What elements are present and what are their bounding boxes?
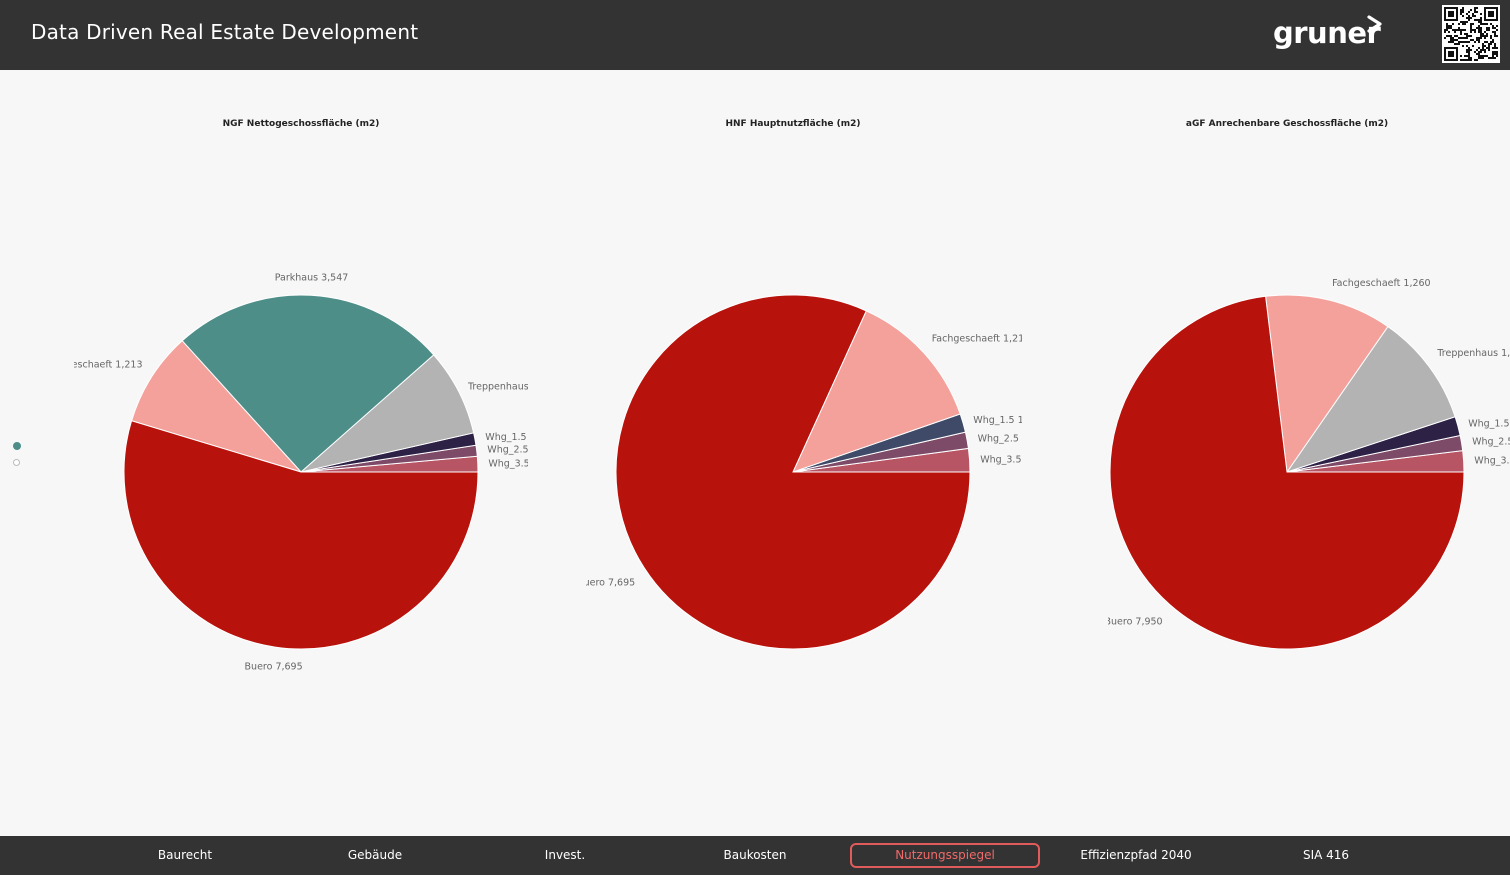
chart-title: NGF Nettogeschossfläche (m2) <box>223 119 380 129</box>
nav-baukosten[interactable]: Baukosten <box>723 848 787 862</box>
nav-invest[interactable]: Invest. <box>544 848 586 862</box>
slice-label: Whg_1.5 1! <box>1468 418 1510 429</box>
page-dot-2[interactable] <box>13 459 20 466</box>
pie-slice-fachgeschaeft[interactable] <box>1265 294 1389 474</box>
slice-label: Parkhaus 3,547 <box>275 273 349 284</box>
pie-slice-fachgeschaeft[interactable] <box>130 340 303 473</box>
gruner-logo: gruner <box>1273 16 1381 50</box>
top-bar: Data Driven Real Estate Development grun… <box>0 0 1510 70</box>
slice-label: Buero 7,695 <box>577 578 635 589</box>
slice-label: Whg_2.5 1 <box>1472 436 1510 447</box>
slice-label: Treppenhaus 1,120 <box>1436 348 1510 359</box>
slice-label: Fachgeschaeft 1,213 <box>932 334 1031 345</box>
nav-effizienzpfad[interactable]: Effizienzpfad 2040 <box>1080 848 1192 862</box>
nav-sia416[interactable]: SIA 416 <box>1302 848 1350 862</box>
pie-chart-1: NGF Nettogeschossfläche (m2) Whg_3.5 2 Whg… <box>49 119 541 673</box>
pie-slice-buero[interactable] <box>123 420 479 650</box>
slice-label: achgeschaeft 1,213 <box>49 360 143 371</box>
slice-label: Whg_2.5 1 <box>487 444 537 455</box>
pie-charts: NGF Nettogeschossfläche (m2) Whg_3.5 2 Whg… <box>49 119 1510 673</box>
slice-label: Whg_1.5 16 <box>973 415 1029 426</box>
pie-chart-3: aGF Anrechenbare Geschossfläche (m2) Whg_… <box>1104 119 1510 650</box>
slice-label: Whg_3.5 <box>1474 456 1510 467</box>
charts-area: NGF Nettogeschossfläche (m2) Whg_3.5 2 Whg… <box>0 70 1510 836</box>
pie-slice-treppenhaus[interactable] <box>1285 325 1456 473</box>
qr-code-icon <box>1442 5 1500 63</box>
app-title: Data Driven Real Estate Development <box>31 20 419 44</box>
pie-slice-fachgeschaeft[interactable] <box>792 310 961 473</box>
pie-slice-buero[interactable] <box>615 294 971 650</box>
pie-chart-2: HNF Hauptnutzfläche (m2) Whg_3.5 2 Whg_2.5… <box>577 119 1032 650</box>
slice-label: Whg_1.5 1‹ <box>485 432 539 443</box>
pie-slice-buero[interactable] <box>1109 295 1465 650</box>
nav-gebaeude[interactable]: Gebäude <box>347 848 403 862</box>
slice-label: Treppenhaus 1, <box>467 382 541 393</box>
slice-label: Fachgeschaeft 1,260 <box>1332 278 1431 289</box>
chart-title: HNF Hauptnutzfläche (m2) <box>725 119 860 129</box>
slice-label: Whg_3.5 2 <box>980 455 1030 466</box>
chart-title: aGF Anrechenbare Geschossfläche (m2) <box>1186 119 1388 129</box>
pie-slice-parkhaus[interactable] <box>181 294 435 473</box>
slice-label: Buero 7,950 <box>1104 617 1162 628</box>
logo-arrow-icon <box>1367 15 1382 33</box>
slice-label: Whg_2.5 1‹ <box>978 433 1032 444</box>
nav-nutzungsspiegel[interactable]: Nutzungsspiegel <box>850 843 1040 868</box>
slice-label: Buero 7,695 <box>245 662 303 673</box>
slice-label: Whg_3.5 2 <box>488 459 538 470</box>
page-dot-1[interactable] <box>13 442 21 450</box>
nav-baurecht[interactable]: Baurecht <box>157 848 213 862</box>
bottom-nav: Baurecht Gebäude Invest. Baukosten Nutzu… <box>0 836 1510 875</box>
